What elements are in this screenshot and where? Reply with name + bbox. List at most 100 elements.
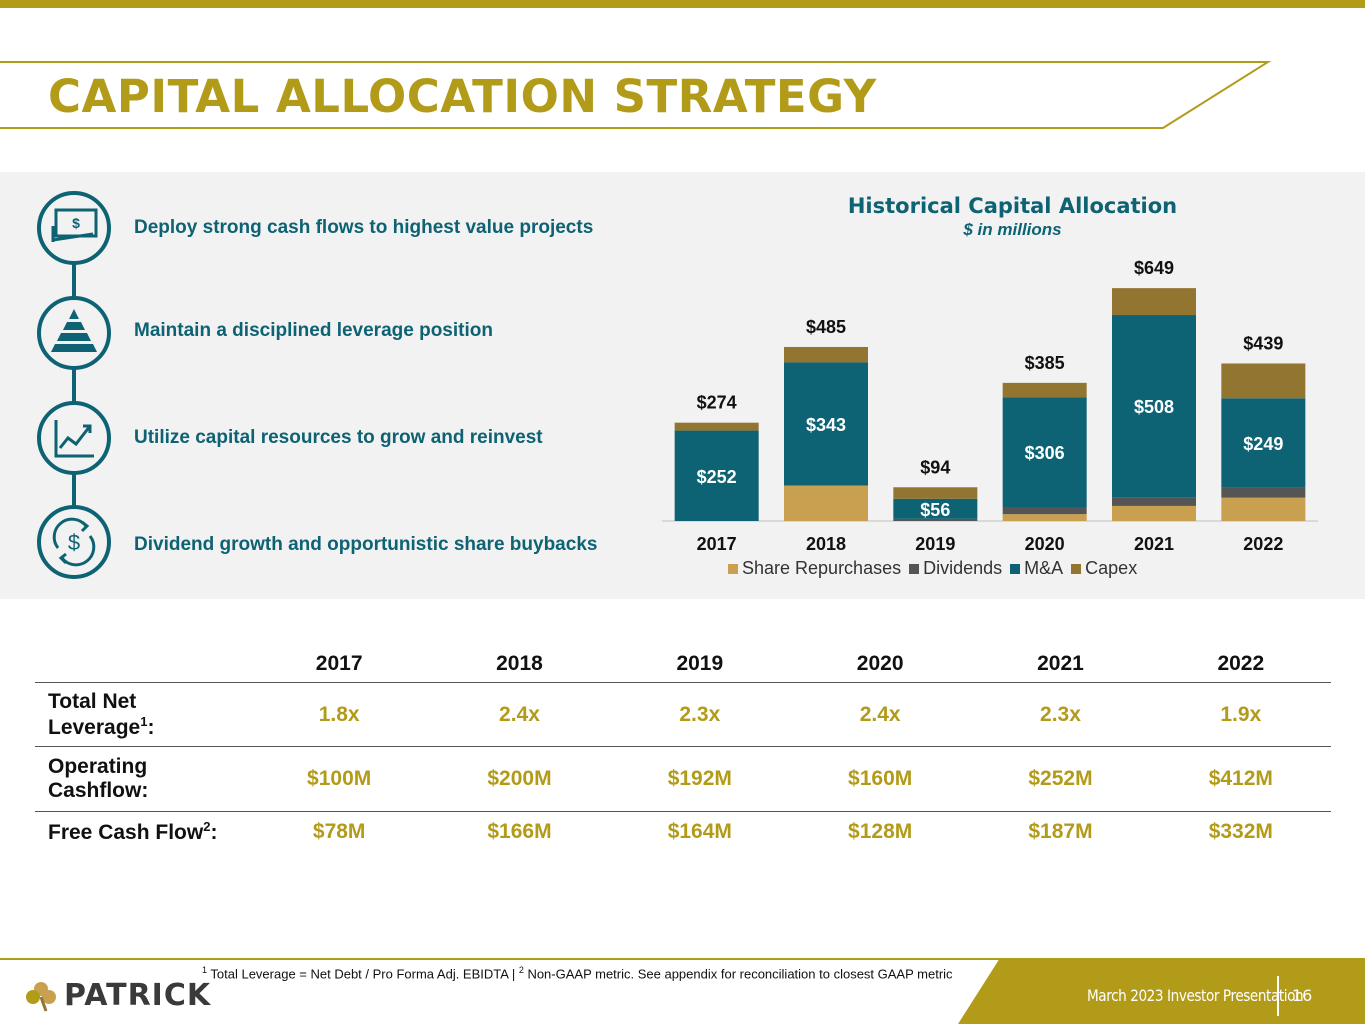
strategy-text-4: Dividend growth and opportunistic share … <box>134 534 598 555</box>
top-accent-bar <box>0 0 1365 8</box>
footnote-sup: 1 <box>202 965 208 975</box>
footnote-sup: 2 <box>518 965 524 975</box>
x-tick-label: 2018 <box>806 534 846 554</box>
bar-segment-m-a-2018 <box>784 362 868 486</box>
table-cell: $164M <box>609 811 790 852</box>
ma-value-label: $249 <box>1243 434 1283 454</box>
legend-label: Share Repurchases <box>742 558 902 578</box>
table-cell: $78M <box>249 811 430 852</box>
bar-total-label: $439 <box>1243 333 1283 353</box>
dollar-cycle-icon: $ <box>37 505 111 579</box>
table-cell: $252M <box>970 746 1151 812</box>
bar-total-label: $94 <box>920 457 950 477</box>
bar-segment-m-a-2017 <box>674 430 759 521</box>
bar-total-label: $385 <box>1025 353 1065 373</box>
bar-segment-dividends-2021 <box>1112 497 1196 506</box>
cash-icon: $ <box>37 191 111 265</box>
strategy-text-3: Utilize capital resources to grow and re… <box>134 427 543 448</box>
table-cell: $166M <box>429 811 610 852</box>
footnote: 1 Total Leverage = Net Debt / Pro Forma … <box>202 965 953 981</box>
footnote-text: Non-GAAP metric. See appendix for reconc… <box>523 966 953 982</box>
bar-segment-dividends-2020 <box>1002 507 1087 515</box>
chart-legend: Share Repurchases Dividends M&A Capex <box>728 558 1145 579</box>
bar-segment-capex-2021 <box>1112 288 1196 316</box>
legend-swatch <box>1071 563 1082 574</box>
footnote-text: Total Leverage = Net Debt / Pro Forma Ad… <box>207 966 519 982</box>
legend-swatch <box>1010 563 1021 574</box>
page-title: CAPITAL ALLOCATION STRATEGY <box>48 70 877 123</box>
strategy-text-2: Maintain a disciplined leverage position <box>134 320 493 341</box>
table-header-cell: 2022 <box>1150 648 1331 683</box>
table-cell: $200M <box>429 746 610 812</box>
brand-name: PATRICK <box>64 978 212 1013</box>
x-tick-label: 2020 <box>1025 534 1065 554</box>
table-cell: 2.4x <box>499 702 540 726</box>
legend-item-ma: M&A <box>1010 558 1063 579</box>
table-cell: 2.3x <box>679 702 721 726</box>
ma-value-label: $252 <box>697 467 737 487</box>
row-label-text: Total Net Leverage <box>48 689 141 739</box>
table-cell: $412M <box>1150 746 1331 812</box>
bar-segment-capex-2018 <box>784 346 868 363</box>
bar-segment-capex-2022 <box>1221 363 1306 399</box>
bar-segment-share-repurchases-2021 <box>1112 505 1196 521</box>
table-cell: $192M <box>609 746 790 812</box>
bar-segment-dividends-2022 <box>1221 487 1306 498</box>
x-tick-label: 2022 <box>1243 534 1283 554</box>
table-row-free-cash-flow: Free Cash Flow2: $78M $166M $164M $128M … <box>35 811 1331 852</box>
table-header-cell: 2019 <box>609 648 790 683</box>
footer-band <box>0 958 1365 1024</box>
svg-text:$: $ <box>72 215 80 231</box>
legend-item-capex: Capex <box>1071 558 1137 579</box>
bar-segment-share-repurchases-2018 <box>784 485 868 521</box>
bar-segment-m-a-2020 <box>1002 397 1087 508</box>
bar-segment-m-a-2021 <box>1112 315 1196 498</box>
stacked-bar-chart: $252 $274 2017 $343 $485 2018 $56 $94 2019 $306 $3… <box>662 258 1318 554</box>
ma-value-label: $56 <box>920 500 950 520</box>
bar-segment-m-a-2019 <box>893 498 978 519</box>
x-tick-label: 2019 <box>915 534 955 554</box>
table-cell: 2.3x <box>1040 702 1081 726</box>
presentation-label: March 2023 Investor Presentation <box>1087 986 1304 1005</box>
table-row-leverage: Total Net Leverage1: 1.8x 2.4x 2.3x 2.4x… <box>35 683 1331 747</box>
bar-segment-capex-2017 <box>674 422 759 431</box>
table-header-row: 2017 2018 2019 2020 2021 2022 <box>35 648 1331 683</box>
page-number: 16 <box>1292 986 1313 1005</box>
strategy-text-1: Deploy strong cash flows to highest valu… <box>134 217 594 238</box>
metrics-table: 2017 2018 2019 2020 2021 2022 Total Net … <box>35 648 1331 852</box>
legend-item-share-repurchases: Share Repurchases <box>728 558 901 579</box>
legend-label: Dividends <box>923 558 1003 578</box>
clover-icon <box>26 981 56 1012</box>
row-label-sup: 2 <box>203 818 211 834</box>
svg-text:$: $ <box>68 530 80 555</box>
bar-segment-m-a-2022 <box>1221 398 1306 488</box>
bar-segment-share-repurchases-2022 <box>1221 497 1306 521</box>
row-label-suffix: : <box>210 820 218 844</box>
table-header-cell: 2018 <box>429 648 610 683</box>
row-label-text: Operating Cashflow: <box>48 755 149 802</box>
table-header-cell: 2020 <box>789 648 971 683</box>
table-cell: 1.8x <box>318 702 360 726</box>
bar-segment-capex-2020 <box>1002 382 1087 398</box>
legend-label: M&A <box>1024 558 1064 578</box>
strategy-connector <box>72 230 76 540</box>
table-cell: $332M <box>1150 811 1331 852</box>
ma-value-label: $343 <box>806 415 846 435</box>
chart-title: Historical Capital Allocation <box>847 194 1178 218</box>
footer-separator <box>1277 976 1279 1016</box>
row-label: Free Cash Flow2: <box>35 811 249 852</box>
table-header-cell: 2017 <box>249 648 430 683</box>
bar-total-label: $649 <box>1134 258 1174 278</box>
bar-segment-capex-2019 <box>893 487 978 499</box>
row-label: Total Net Leverage1: <box>35 683 249 747</box>
x-tick-label: 2021 <box>1134 534 1174 554</box>
table-cell: $160M <box>789 746 971 812</box>
bar-total-label: $485 <box>806 317 846 337</box>
table-cell: 2.4x <box>859 702 901 726</box>
pyramid-icon <box>37 296 111 370</box>
brand-logo: PATRICK <box>24 978 211 1013</box>
legend-swatch <box>728 563 738 574</box>
bar-segment-dividends-2019 <box>893 518 978 521</box>
chart-subtitle: $ in millions <box>963 220 1062 239</box>
ma-value-label: $306 <box>1025 443 1065 463</box>
